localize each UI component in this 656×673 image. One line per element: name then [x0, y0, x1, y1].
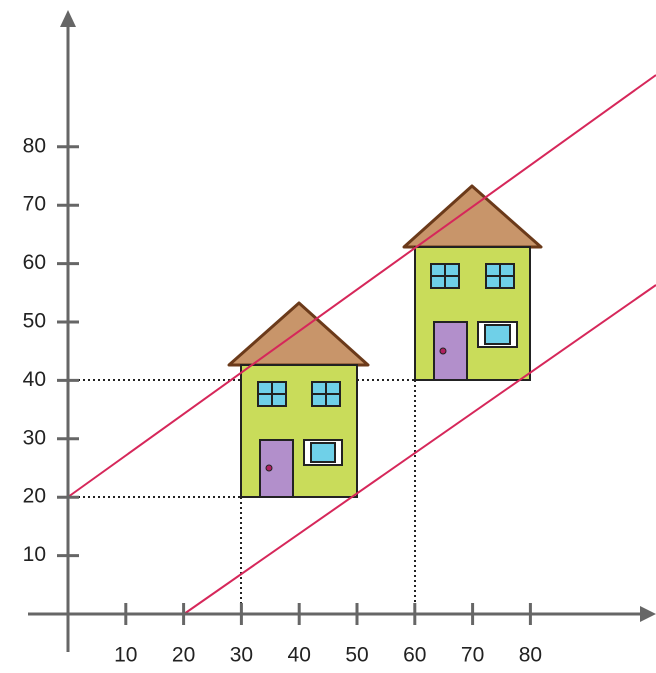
guides	[68, 379, 416, 614]
x-tick-label: 10	[114, 644, 137, 667]
door	[259, 439, 294, 498]
x-tick-label: 80	[519, 644, 542, 667]
lower-line	[183, 284, 656, 615]
x-tick-label: 30	[230, 644, 253, 667]
window-glass	[484, 324, 511, 345]
window-glass	[310, 442, 336, 463]
y-tick-label: 60	[23, 251, 46, 274]
y-arrow	[60, 10, 76, 27]
y-tick-label: 50	[23, 310, 46, 333]
door	[433, 321, 468, 381]
ticks: 10 20 30 40 50 60 70 80 10 20 30 40 50 60 70 80	[23, 134, 542, 666]
x-tick-label: 70	[461, 644, 484, 667]
x-tick-label: 40	[288, 644, 311, 667]
y-tick-label: 10	[23, 543, 46, 566]
x-tick-label: 60	[403, 644, 426, 667]
house-1	[227, 301, 370, 498]
roof	[227, 301, 370, 367]
y-tick-label: 20	[23, 485, 46, 508]
y-tick-label: 30	[23, 426, 46, 449]
y-tick-label: 70	[23, 193, 46, 216]
house-2	[402, 184, 543, 381]
upper-line	[67, 74, 656, 498]
y-tick-label: 80	[23, 134, 46, 157]
axes	[28, 10, 656, 652]
x-arrow	[640, 606, 656, 622]
roof	[402, 184, 543, 249]
y-tick-label: 40	[23, 368, 46, 391]
x-tick-label: 20	[172, 644, 195, 667]
x-tick-label: 50	[345, 644, 368, 667]
